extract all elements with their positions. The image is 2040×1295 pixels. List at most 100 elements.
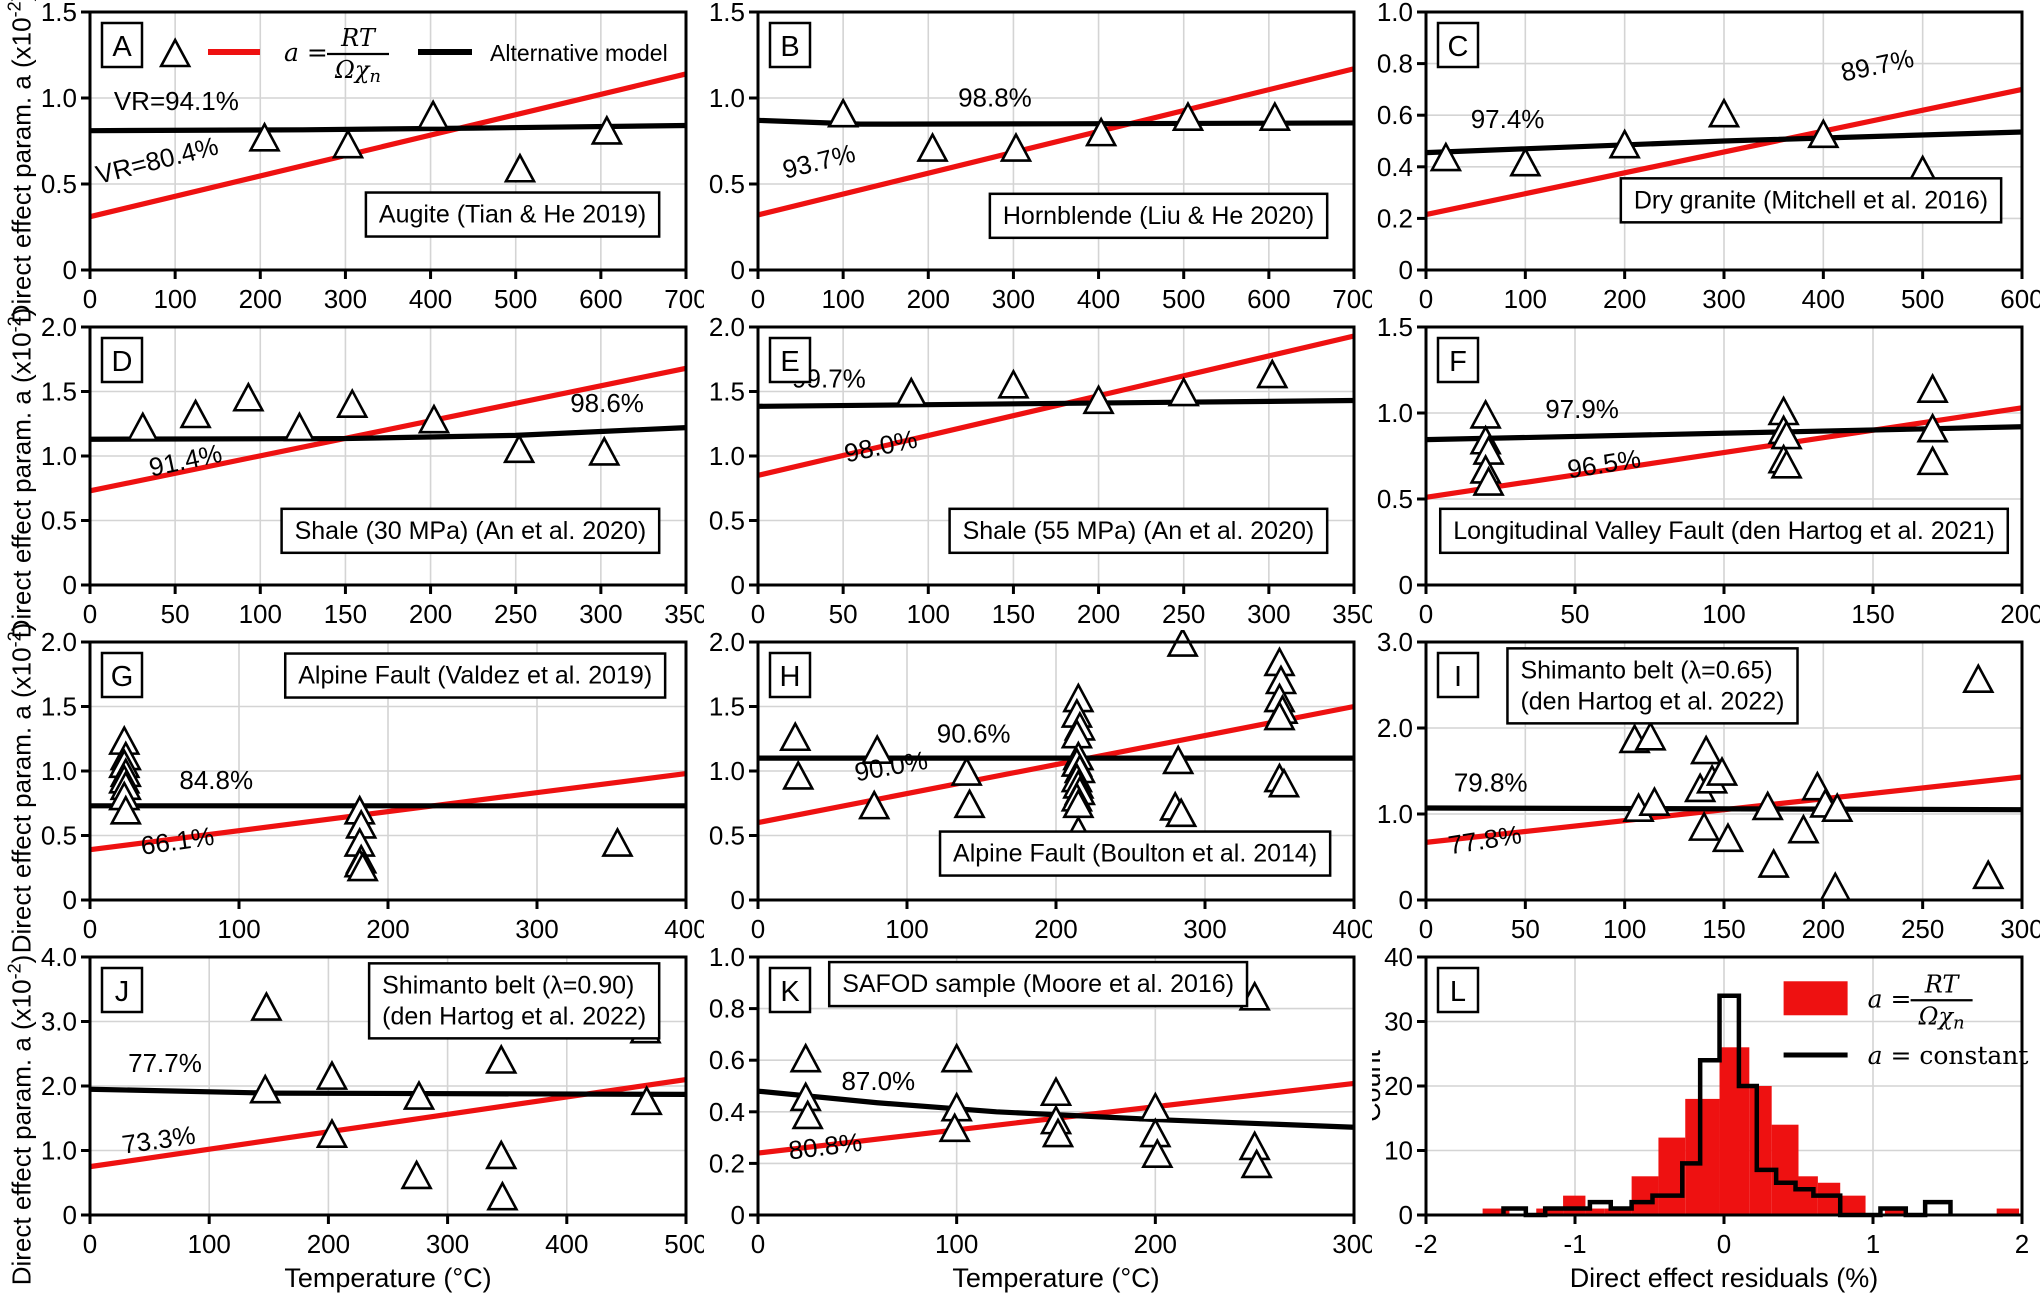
title-box: Shale (30 MPa) (An et al. 2020) bbox=[280, 507, 661, 555]
data-point-triangle bbox=[999, 131, 1033, 162]
y-tick-label: 1.0 bbox=[709, 441, 745, 471]
x-axis-label: Direct effect residuals (%) bbox=[1570, 1263, 1879, 1293]
legend-red-formula: a = RT Ωχn bbox=[284, 24, 389, 87]
y-tick-label: 1.5 bbox=[709, 692, 745, 722]
axes: 0 50 100 150 200 250 300 0 1.0 2.0 3.0 bbox=[1377, 630, 2040, 944]
vr-label-black: 84.8% bbox=[179, 765, 253, 795]
svg-text:F: F bbox=[1449, 346, 1467, 378]
black-model-line bbox=[89, 122, 687, 134]
data-point-triangle bbox=[1472, 465, 1505, 496]
vr-label-red: 90.0% bbox=[852, 745, 930, 787]
x-tick-label: 0 bbox=[83, 914, 97, 944]
data-point-triangle bbox=[1162, 744, 1195, 775]
panel-g-alpine-fault-valdez: 0 100 200 300 400 0 0.5 1.0 1.5 2.0 84.8% 66.1% G Alp… bbox=[36, 630, 704, 945]
svg-text:C: C bbox=[1448, 31, 1469, 63]
data-points bbox=[779, 630, 1301, 846]
data-point-triangle bbox=[158, 37, 192, 68]
title-box: SAFOD sample (Moore et al. 2016) bbox=[827, 960, 1249, 1008]
x-tick-label: 200 bbox=[307, 1229, 350, 1259]
x-tick-label: 100 bbox=[1504, 284, 1547, 314]
data-points bbox=[1469, 372, 1949, 496]
data-point-triangle bbox=[400, 1159, 433, 1190]
y-tick-label: 0 bbox=[1399, 885, 1413, 915]
svg-text:J: J bbox=[115, 976, 130, 1008]
x-tick-label: 150 bbox=[992, 599, 1035, 629]
x-tick-label: 500 bbox=[494, 284, 537, 314]
data-point-triangle bbox=[779, 721, 812, 752]
plot-border bbox=[88, 955, 688, 1217]
gridlines bbox=[1426, 642, 2022, 900]
title-text: (den Hartog et al. 2022) bbox=[1520, 687, 1784, 715]
vr-label-black: VR=94.1% bbox=[114, 86, 239, 116]
y-tick-label: 0.5 bbox=[41, 169, 77, 199]
y-tick-label: 2.0 bbox=[709, 315, 745, 342]
y-tick-label: 30 bbox=[1384, 1007, 1413, 1037]
x-tick-label: 100 bbox=[1603, 914, 1646, 944]
vr-label-black: 97.4% bbox=[1471, 104, 1545, 134]
y-tick-label: 2.0 bbox=[41, 1071, 77, 1101]
legend: a = RT Ωχn Alternative model bbox=[208, 24, 668, 87]
data-point-triangle bbox=[1707, 97, 1741, 128]
panel-b-hornblende: 0 100 200 300 400 500 600 700 0 0.5 1.0 1.5 98.8% 93.… bbox=[704, 0, 1372, 315]
title-text: Alpine Fault (Valdez et al. 2019) bbox=[298, 662, 652, 690]
x-tick-label: 200 bbox=[1077, 599, 1120, 629]
histogram-bar bbox=[1604, 1208, 1632, 1215]
x-tick-label: 100 bbox=[153, 284, 196, 314]
x-tick-label: 500 bbox=[664, 1229, 704, 1259]
histogram-bar bbox=[1563, 1195, 1586, 1215]
data-point-triangle bbox=[1787, 813, 1820, 844]
histogram-bar bbox=[1536, 1208, 1564, 1215]
red-model-line bbox=[1425, 405, 2023, 500]
svg-text:B: B bbox=[780, 31, 799, 63]
data-point-triangle bbox=[1039, 1075, 1073, 1107]
svg-text:RT: RT bbox=[340, 24, 377, 52]
plot-border bbox=[88, 325, 688, 587]
data-points bbox=[108, 724, 634, 882]
y-tick-label: 0 bbox=[63, 570, 77, 600]
x-tick-label: 300 bbox=[2000, 914, 2040, 944]
data-points bbox=[789, 980, 1273, 1179]
histogram-bar bbox=[1884, 1208, 1906, 1215]
data-point-triangle bbox=[1770, 448, 1803, 479]
x-tick-label: 100 bbox=[935, 1229, 978, 1259]
data-points bbox=[1618, 662, 2005, 902]
plot-g: 0 100 200 300 400 0 0.5 1.0 1.5 2.0 84.8% 66.1% G Alp… bbox=[41, 630, 704, 944]
y-tick-label: 1.0 bbox=[41, 441, 77, 471]
data-point-triangle bbox=[1821, 791, 1854, 822]
vr-label-red: 93.7% bbox=[779, 138, 858, 185]
x-tick-label: 500 bbox=[1162, 284, 1205, 314]
title-text: Shale (30 MPa) (An et al. 2020) bbox=[295, 517, 647, 545]
y-axis-label-close: ) bbox=[6, 307, 37, 316]
y-tick-label: 1.5 bbox=[709, 377, 745, 407]
histogram-red-bars bbox=[1482, 1047, 2020, 1215]
x-tick-label: 0 bbox=[83, 284, 97, 314]
svg-text:a =: a = bbox=[1868, 984, 1912, 1013]
x-tick-label: 50 bbox=[161, 599, 190, 629]
y-tick-label: 1.0 bbox=[41, 756, 77, 786]
x-tick-label: 200 bbox=[907, 284, 950, 314]
axes: 0 100 200 300 400 500 600 700 0 0.5 1.0 1.5 bbox=[41, 0, 704, 314]
data-point-triangle bbox=[1807, 118, 1840, 149]
histogram-bar bbox=[1719, 1047, 1750, 1215]
x-tick-label: 200 bbox=[409, 599, 452, 629]
title-box: Alpine Fault (Boulton et al. 2014) bbox=[938, 830, 1332, 877]
y-tick-label: 0.8 bbox=[1377, 49, 1413, 79]
axes: 0 100 200 300 400 0 0.5 1.0 1.5 2.0 bbox=[709, 630, 1372, 944]
data-point-triangle bbox=[789, 1042, 822, 1073]
x-tick-label: 100 bbox=[239, 599, 282, 629]
plot-j: 0 100 200 300 400 50001.02.03.04.077.7%73.3%J… bbox=[41, 945, 704, 1293]
x-tick-label: 250 bbox=[494, 599, 537, 629]
y-axis-label-text: Direct effect param. a (x10 bbox=[6, 646, 37, 953]
x-tick-label: 0 bbox=[1717, 1229, 1731, 1259]
data-point-triangle bbox=[895, 376, 928, 407]
plot-border bbox=[1424, 325, 2024, 587]
black-model-line bbox=[1425, 805, 2023, 813]
y-tick-label: 1.0 bbox=[1377, 799, 1413, 829]
data-points bbox=[1429, 97, 1939, 185]
title-box: Shale (55 MPa) (An et al. 2020) bbox=[948, 507, 1329, 555]
red-model-line bbox=[757, 66, 1355, 218]
title-box: Longitudinal Valley Fault (den Hartog et… bbox=[1438, 507, 2010, 555]
data-point-triangle bbox=[283, 411, 316, 442]
black-model-line bbox=[757, 1088, 1355, 1130]
title-text: Shimanto belt (λ=0.65) bbox=[1520, 656, 1772, 684]
